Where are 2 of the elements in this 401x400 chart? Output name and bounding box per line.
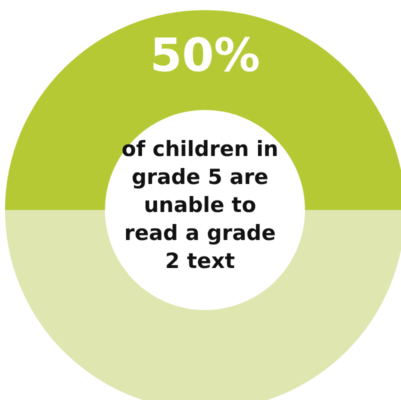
data-label: 50% xyxy=(150,28,260,82)
text: of children in grade 5 are unable to read a grade 2 text xyxy=(120,137,280,273)
